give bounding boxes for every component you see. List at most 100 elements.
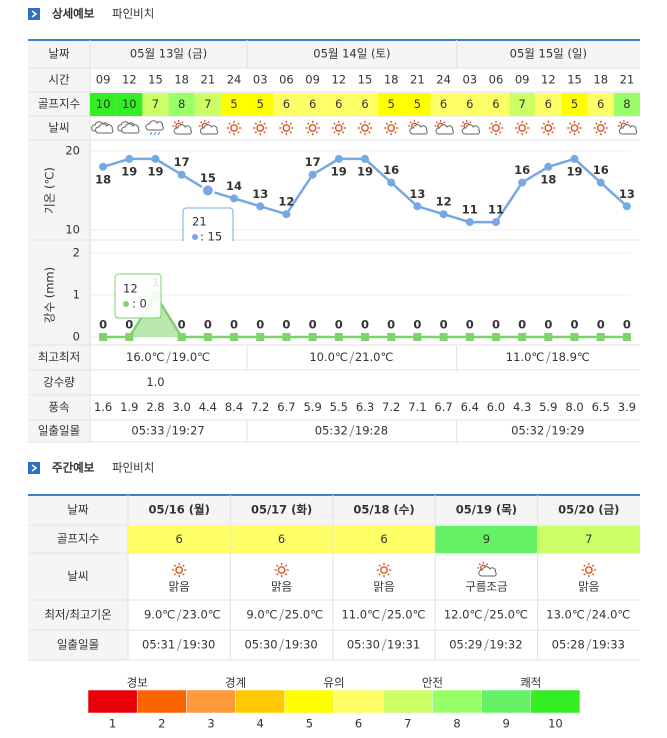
temp-range-min: 12.0℃ <box>444 608 483 622</box>
point <box>203 333 212 341</box>
data-label: 13 <box>619 187 635 201</box>
point <box>334 154 343 163</box>
golf-index: 5 <box>230 97 237 111</box>
legend-cell <box>87 689 138 714</box>
temp-range-min: 9.0℃ <box>144 608 175 622</box>
time-label: 21 <box>410 73 425 87</box>
rain-drop <box>158 131 160 136</box>
data-label: 0 <box>387 318 395 332</box>
golf-index: 5 <box>257 97 264 111</box>
sun-time-max: 19:33 <box>592 638 625 652</box>
sun-ray <box>237 131 240 134</box>
sun-ray <box>200 121 203 124</box>
data-label: 0 <box>413 318 421 332</box>
weather-text: 맑음 <box>169 580 190 594</box>
temp-range-max: 23.0℃ <box>182 608 221 622</box>
data-label: 14 <box>226 179 242 193</box>
golf-index: 10 <box>122 97 137 111</box>
data-label: 0 <box>518 318 526 332</box>
temp-range-max: 21.0℃ <box>355 350 394 364</box>
golf-cell <box>220 93 248 116</box>
sun-ray <box>591 564 595 567</box>
separator <box>279 608 285 622</box>
sun-ray <box>626 121 629 124</box>
data-label: 0 <box>440 318 448 332</box>
row-label: 최저/최고기온 <box>44 608 111 622</box>
golf-cell <box>230 526 333 553</box>
weather-icon <box>279 120 294 136</box>
sun-ray <box>595 131 598 134</box>
temp-range-min: 11.0℃ <box>506 350 545 364</box>
legend-cell <box>481 689 532 714</box>
time-label: 21 <box>201 73 216 87</box>
golf-cell <box>90 93 117 116</box>
axis-label: 강수 (mm) <box>43 267 57 323</box>
sun-ray <box>478 563 481 566</box>
tooltip-box <box>114 273 162 319</box>
sun <box>544 124 553 132</box>
point <box>518 178 527 187</box>
golf-index: 5 <box>414 97 421 111</box>
wind-speed: 7.2 <box>251 400 269 414</box>
sun-ray <box>461 121 465 124</box>
time-label: 18 <box>593 73 608 87</box>
data-label: 19 <box>331 164 347 178</box>
sun-ray <box>542 122 546 125</box>
temp-range-max: 25.0℃ <box>489 608 528 622</box>
legend-number: 8 <box>453 717 460 731</box>
wind-speed: 3.9 <box>618 400 636 414</box>
sun-ray <box>542 131 546 134</box>
golf-cell <box>587 93 614 116</box>
legend-number: 10 <box>548 717 563 731</box>
cloud <box>173 124 192 135</box>
sun-ray <box>385 131 389 134</box>
temp-range-max: 19.0℃ <box>172 350 211 364</box>
weather-icon <box>253 120 268 136</box>
sun-ray <box>333 122 336 125</box>
sun-ray <box>173 573 177 576</box>
section-icon-arrow <box>31 464 38 472</box>
tooltip-dot <box>123 301 129 307</box>
golf-cell <box>435 526 538 553</box>
sun-ray <box>577 122 581 125</box>
time-label: 24 <box>227 73 242 87</box>
data-label: 0 <box>492 318 500 332</box>
sun-ray <box>341 122 345 125</box>
golf-index: 6 <box>545 97 552 111</box>
sun-ray <box>307 131 310 134</box>
legend-grade: 쾌적 <box>520 676 541 690</box>
temp-range-min: 11.0℃ <box>341 608 380 622</box>
row-label: 풍속 <box>48 400 69 414</box>
sun-ray <box>307 122 310 125</box>
sun-time-max: 19:30 <box>182 638 215 652</box>
sun-ray <box>181 121 184 124</box>
row-label: 날짜 <box>48 47 70 61</box>
data-label: 18 <box>95 172 111 186</box>
sun-ray <box>284 573 288 576</box>
sun-ray <box>182 564 185 567</box>
rain-drop <box>154 131 156 136</box>
legend-grade: 유의 <box>323 676 344 690</box>
weather-text: 맑음 <box>271 580 292 594</box>
sun-ray <box>228 131 231 134</box>
time-label: 09 <box>96 73 111 87</box>
legend-number: 4 <box>257 717 264 731</box>
weather-icon <box>117 121 140 134</box>
wind-speed: 6.7 <box>434 400 452 414</box>
data-label: 11 <box>488 203 504 217</box>
legend-cell <box>333 689 384 714</box>
sun-time-max: 19:31 <box>387 638 420 652</box>
data-label: 16 <box>514 163 530 177</box>
sun <box>361 124 369 132</box>
section-icon-arrow <box>31 10 38 18</box>
sun-time-max: 19:30 <box>285 638 318 652</box>
wind-speed: 5.5 <box>330 400 348 414</box>
separator <box>176 608 182 622</box>
weather-icon <box>477 561 497 577</box>
tooltip-dot <box>192 234 198 240</box>
sun-time-min: 05:28 <box>552 638 585 652</box>
date-label: 05/17 (화) <box>251 503 312 517</box>
sun <box>282 124 291 132</box>
sun-ray <box>341 131 345 134</box>
separator <box>586 638 592 652</box>
